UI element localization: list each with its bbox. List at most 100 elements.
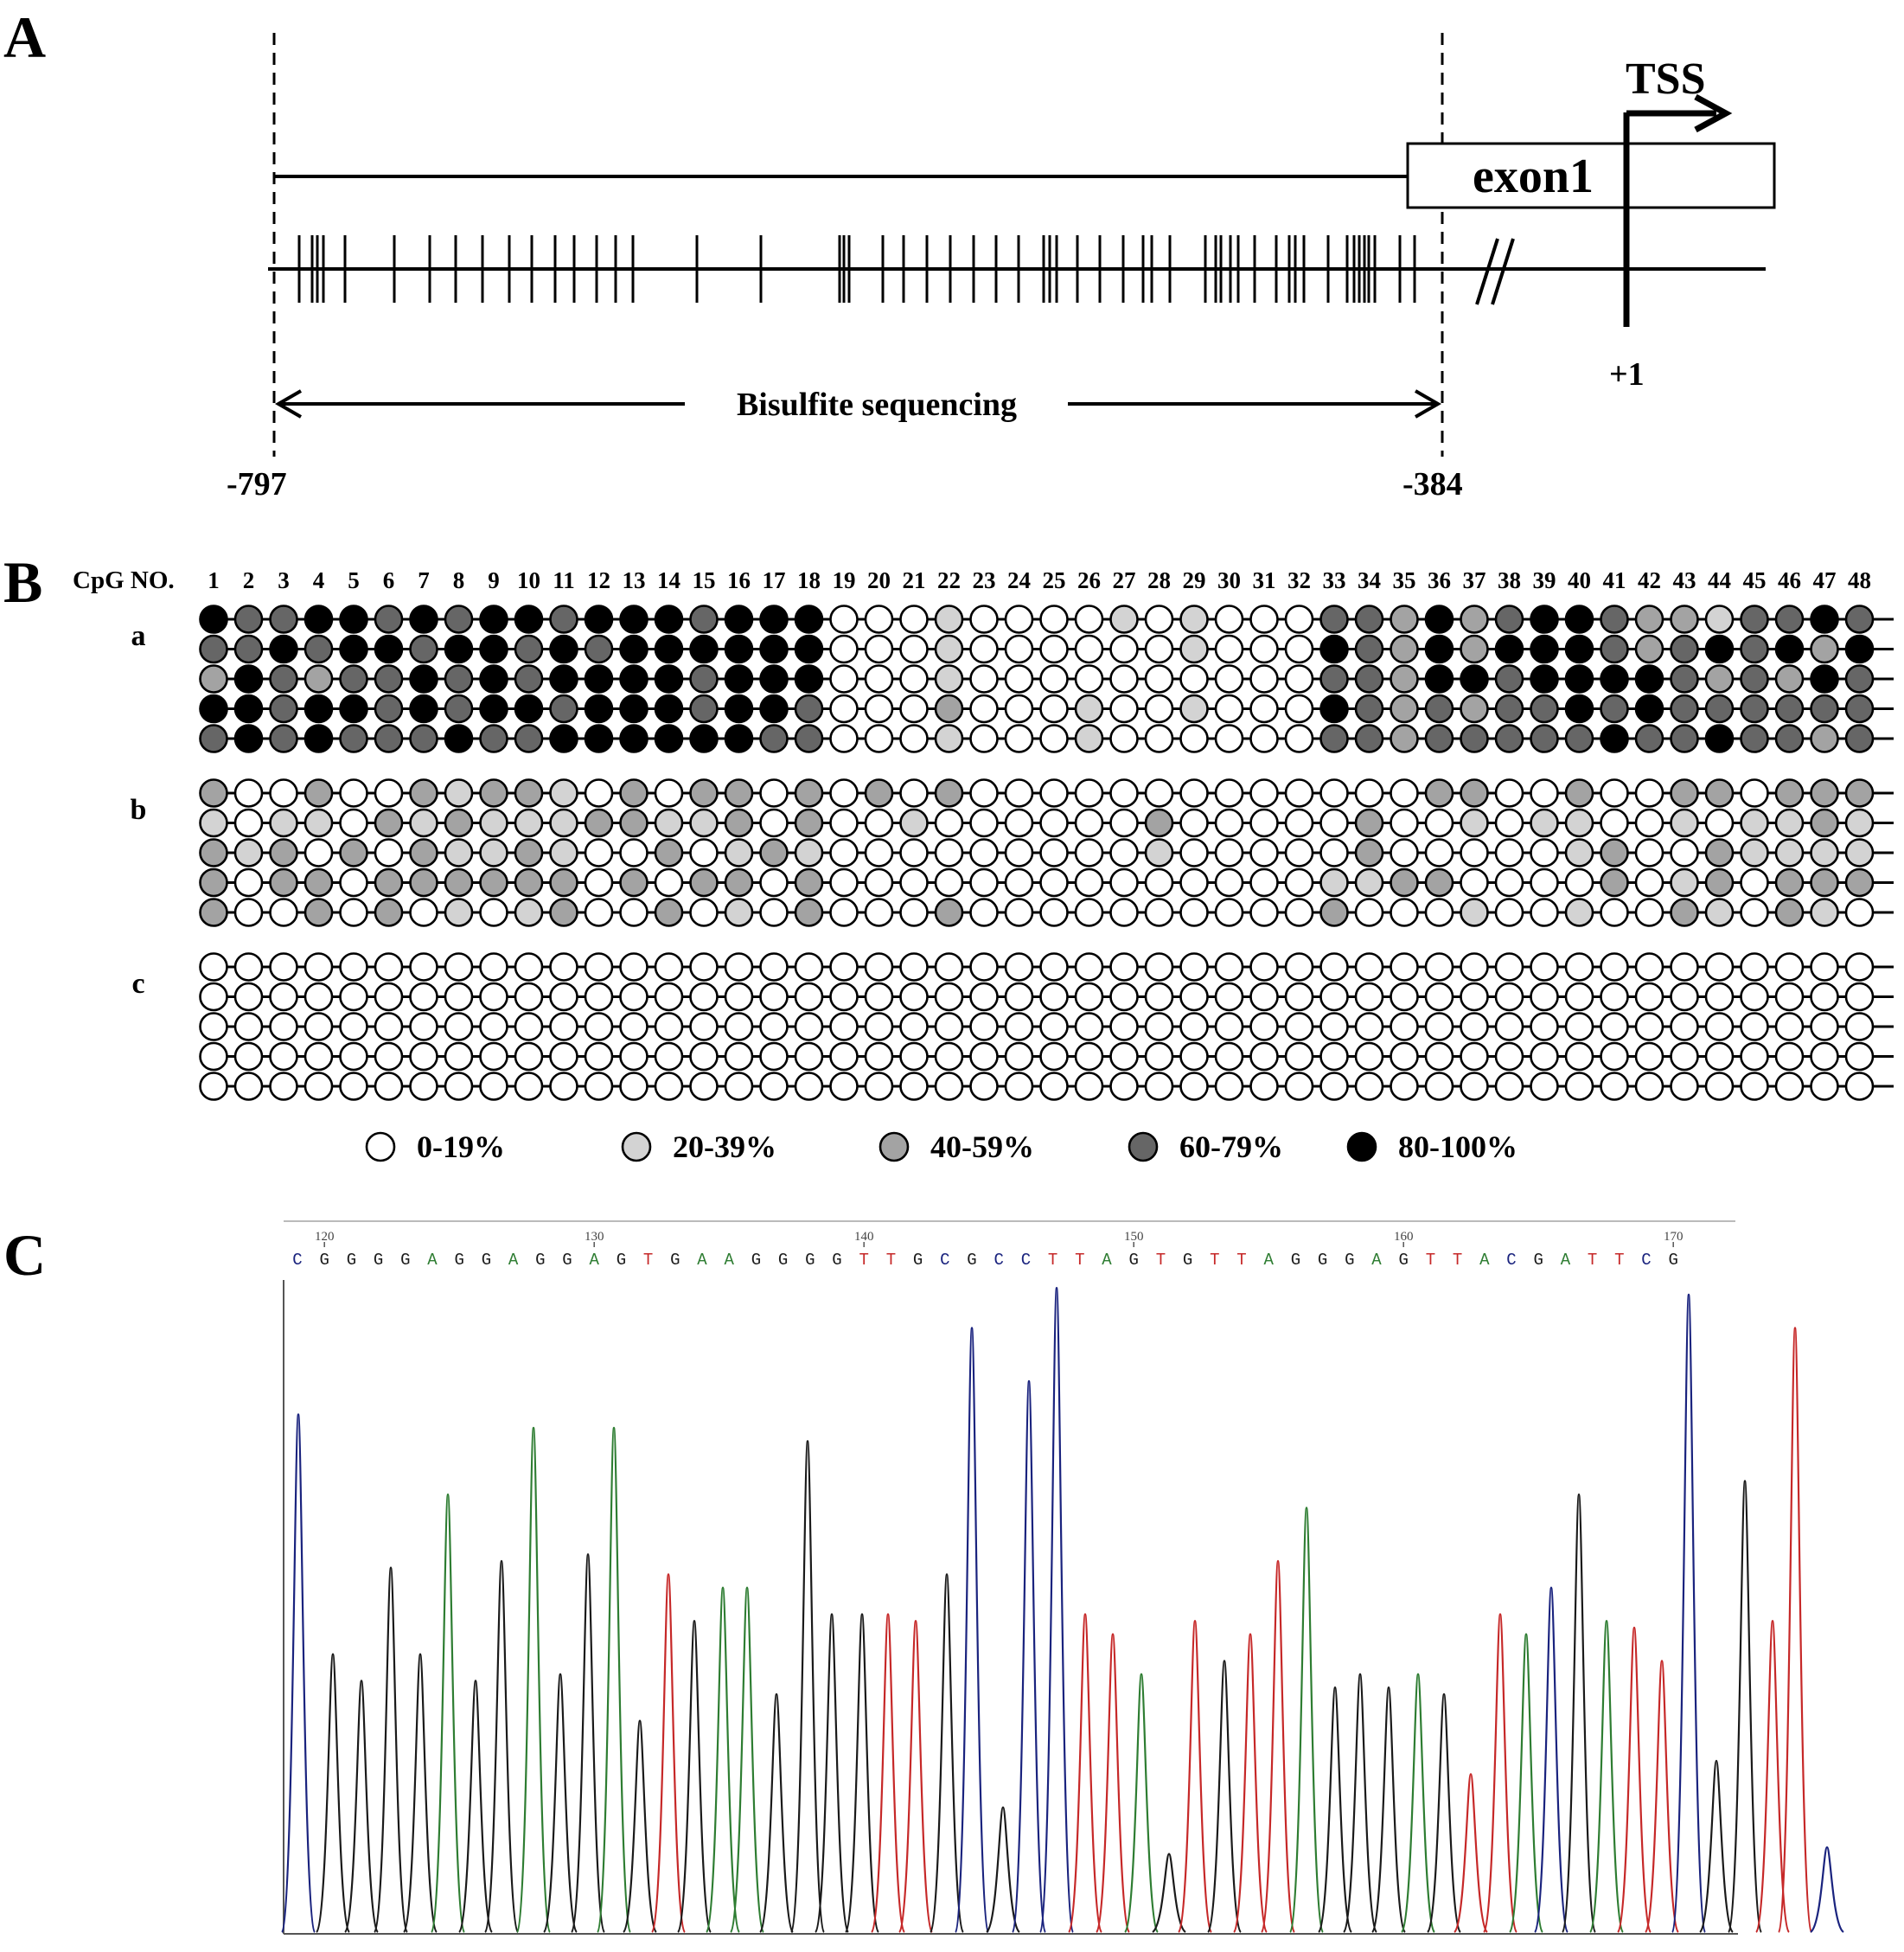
cpg-dot — [1460, 838, 1489, 867]
cpg-dot — [1214, 778, 1244, 808]
base-call: C — [994, 1251, 1003, 1270]
cpg-dot — [1704, 634, 1735, 664]
cpg-dot — [549, 952, 578, 982]
cpg-dot — [724, 808, 754, 838]
cpg-dot — [199, 1012, 228, 1041]
cpg-dot — [269, 1072, 298, 1101]
cpg-dot — [1704, 838, 1735, 867]
cpg-dot — [1284, 1072, 1314, 1101]
cpg-dot — [339, 1012, 368, 1041]
cpg-dot — [1634, 898, 1664, 927]
cpg-dot — [759, 605, 789, 634]
cpg-dot — [479, 838, 508, 867]
cpg-dot — [1179, 1072, 1209, 1101]
cpg-dot — [269, 838, 298, 867]
cpg-dot — [514, 838, 544, 867]
cpg-dot — [374, 898, 404, 927]
cpg-dot — [829, 778, 859, 808]
cpg-dot — [1390, 867, 1419, 898]
cpg-dot — [1494, 694, 1524, 724]
cpg-dot — [1774, 1072, 1805, 1101]
cpg-dot — [409, 808, 438, 838]
trace-peak — [1562, 1493, 1596, 1933]
cpg-dot — [1740, 838, 1769, 867]
cpg-dot — [444, 724, 474, 753]
cpg-dot — [1319, 724, 1349, 753]
cpg-dot — [1004, 867, 1034, 898]
cpg-dot — [549, 867, 578, 898]
cpg-dot — [1039, 724, 1069, 753]
cpg-dot — [1564, 778, 1594, 808]
cpg-dot — [444, 952, 474, 982]
cpg-dot — [1109, 952, 1139, 982]
trace-peak — [1233, 1633, 1268, 1933]
cpg-dot — [444, 664, 474, 694]
cpg-dot — [1004, 982, 1034, 1012]
cpg-dot — [269, 952, 298, 982]
cpg-dot — [584, 898, 614, 927]
cpg-dot — [829, 898, 859, 927]
cpg-dot — [1704, 952, 1735, 982]
cpg-dot — [1600, 1041, 1629, 1072]
cpg-dot — [1179, 982, 1209, 1012]
cpg-number: 45 — [1743, 567, 1767, 593]
legend-dot — [1346, 1131, 1377, 1162]
trace-peak — [898, 1619, 933, 1933]
cpg-dot — [724, 694, 754, 724]
cpg-dot — [1460, 1041, 1489, 1072]
cpg-dot — [1810, 952, 1839, 982]
cpg-dot — [1284, 694, 1314, 724]
cpg-dot — [199, 605, 228, 634]
cpg-dot — [1284, 808, 1314, 838]
trace-peak — [484, 1559, 519, 1933]
cpg-dot — [1810, 1041, 1839, 1072]
cpg-dot — [1004, 1072, 1034, 1101]
cpg-dot — [689, 1012, 719, 1041]
cpg-dot — [724, 952, 754, 982]
cpg-dot — [199, 982, 228, 1012]
cpg-number: 29 — [1183, 567, 1206, 593]
cpg-dot — [1319, 778, 1349, 808]
base-call: T — [1075, 1251, 1084, 1270]
trace-peak — [597, 1426, 631, 1933]
cpg-dot — [654, 867, 684, 898]
cpg-dot — [1074, 1041, 1104, 1072]
cpg-dot — [1004, 724, 1034, 753]
cpg-dot — [1774, 1012, 1805, 1041]
cpg-dot — [1670, 952, 1699, 982]
cpg-number: 16 — [727, 567, 751, 593]
cpg-dot — [1004, 694, 1034, 724]
cpg-dot — [1740, 1012, 1769, 1041]
cpg-dot — [339, 1041, 368, 1072]
cpg-dot — [1144, 1012, 1174, 1041]
cpg-dot — [584, 605, 614, 634]
trace-peak — [1427, 1693, 1461, 1933]
cpg-number: 9 — [488, 567, 500, 593]
cpg-dot — [794, 952, 824, 982]
cpg-dot — [1670, 982, 1699, 1012]
cpg-dot — [409, 867, 438, 898]
cpg-dot — [1634, 1072, 1664, 1101]
cpg-dot — [1249, 664, 1279, 694]
cpg-dot — [934, 1072, 964, 1101]
cpg-dot — [1074, 952, 1104, 982]
cpg-dot — [1074, 724, 1104, 753]
cpg-dot — [1214, 1072, 1244, 1101]
cpg-dot — [339, 605, 368, 634]
cpg-dot — [409, 898, 438, 927]
cpg-dot — [233, 664, 264, 694]
cpg-number: 1 — [208, 567, 220, 593]
cpg-dot — [829, 1012, 859, 1041]
cpg-dot — [1844, 952, 1875, 982]
cpg-dot — [1530, 838, 1559, 867]
cpg-dot — [619, 634, 649, 664]
cpg-dot — [1530, 694, 1559, 724]
cpg-dot — [829, 1072, 859, 1101]
cpg-number: 38 — [1498, 567, 1521, 593]
cpg-dot — [1600, 808, 1629, 838]
cpg-dot — [1704, 982, 1735, 1012]
cpg-dot — [1774, 778, 1805, 808]
cpg-dot — [654, 982, 684, 1012]
